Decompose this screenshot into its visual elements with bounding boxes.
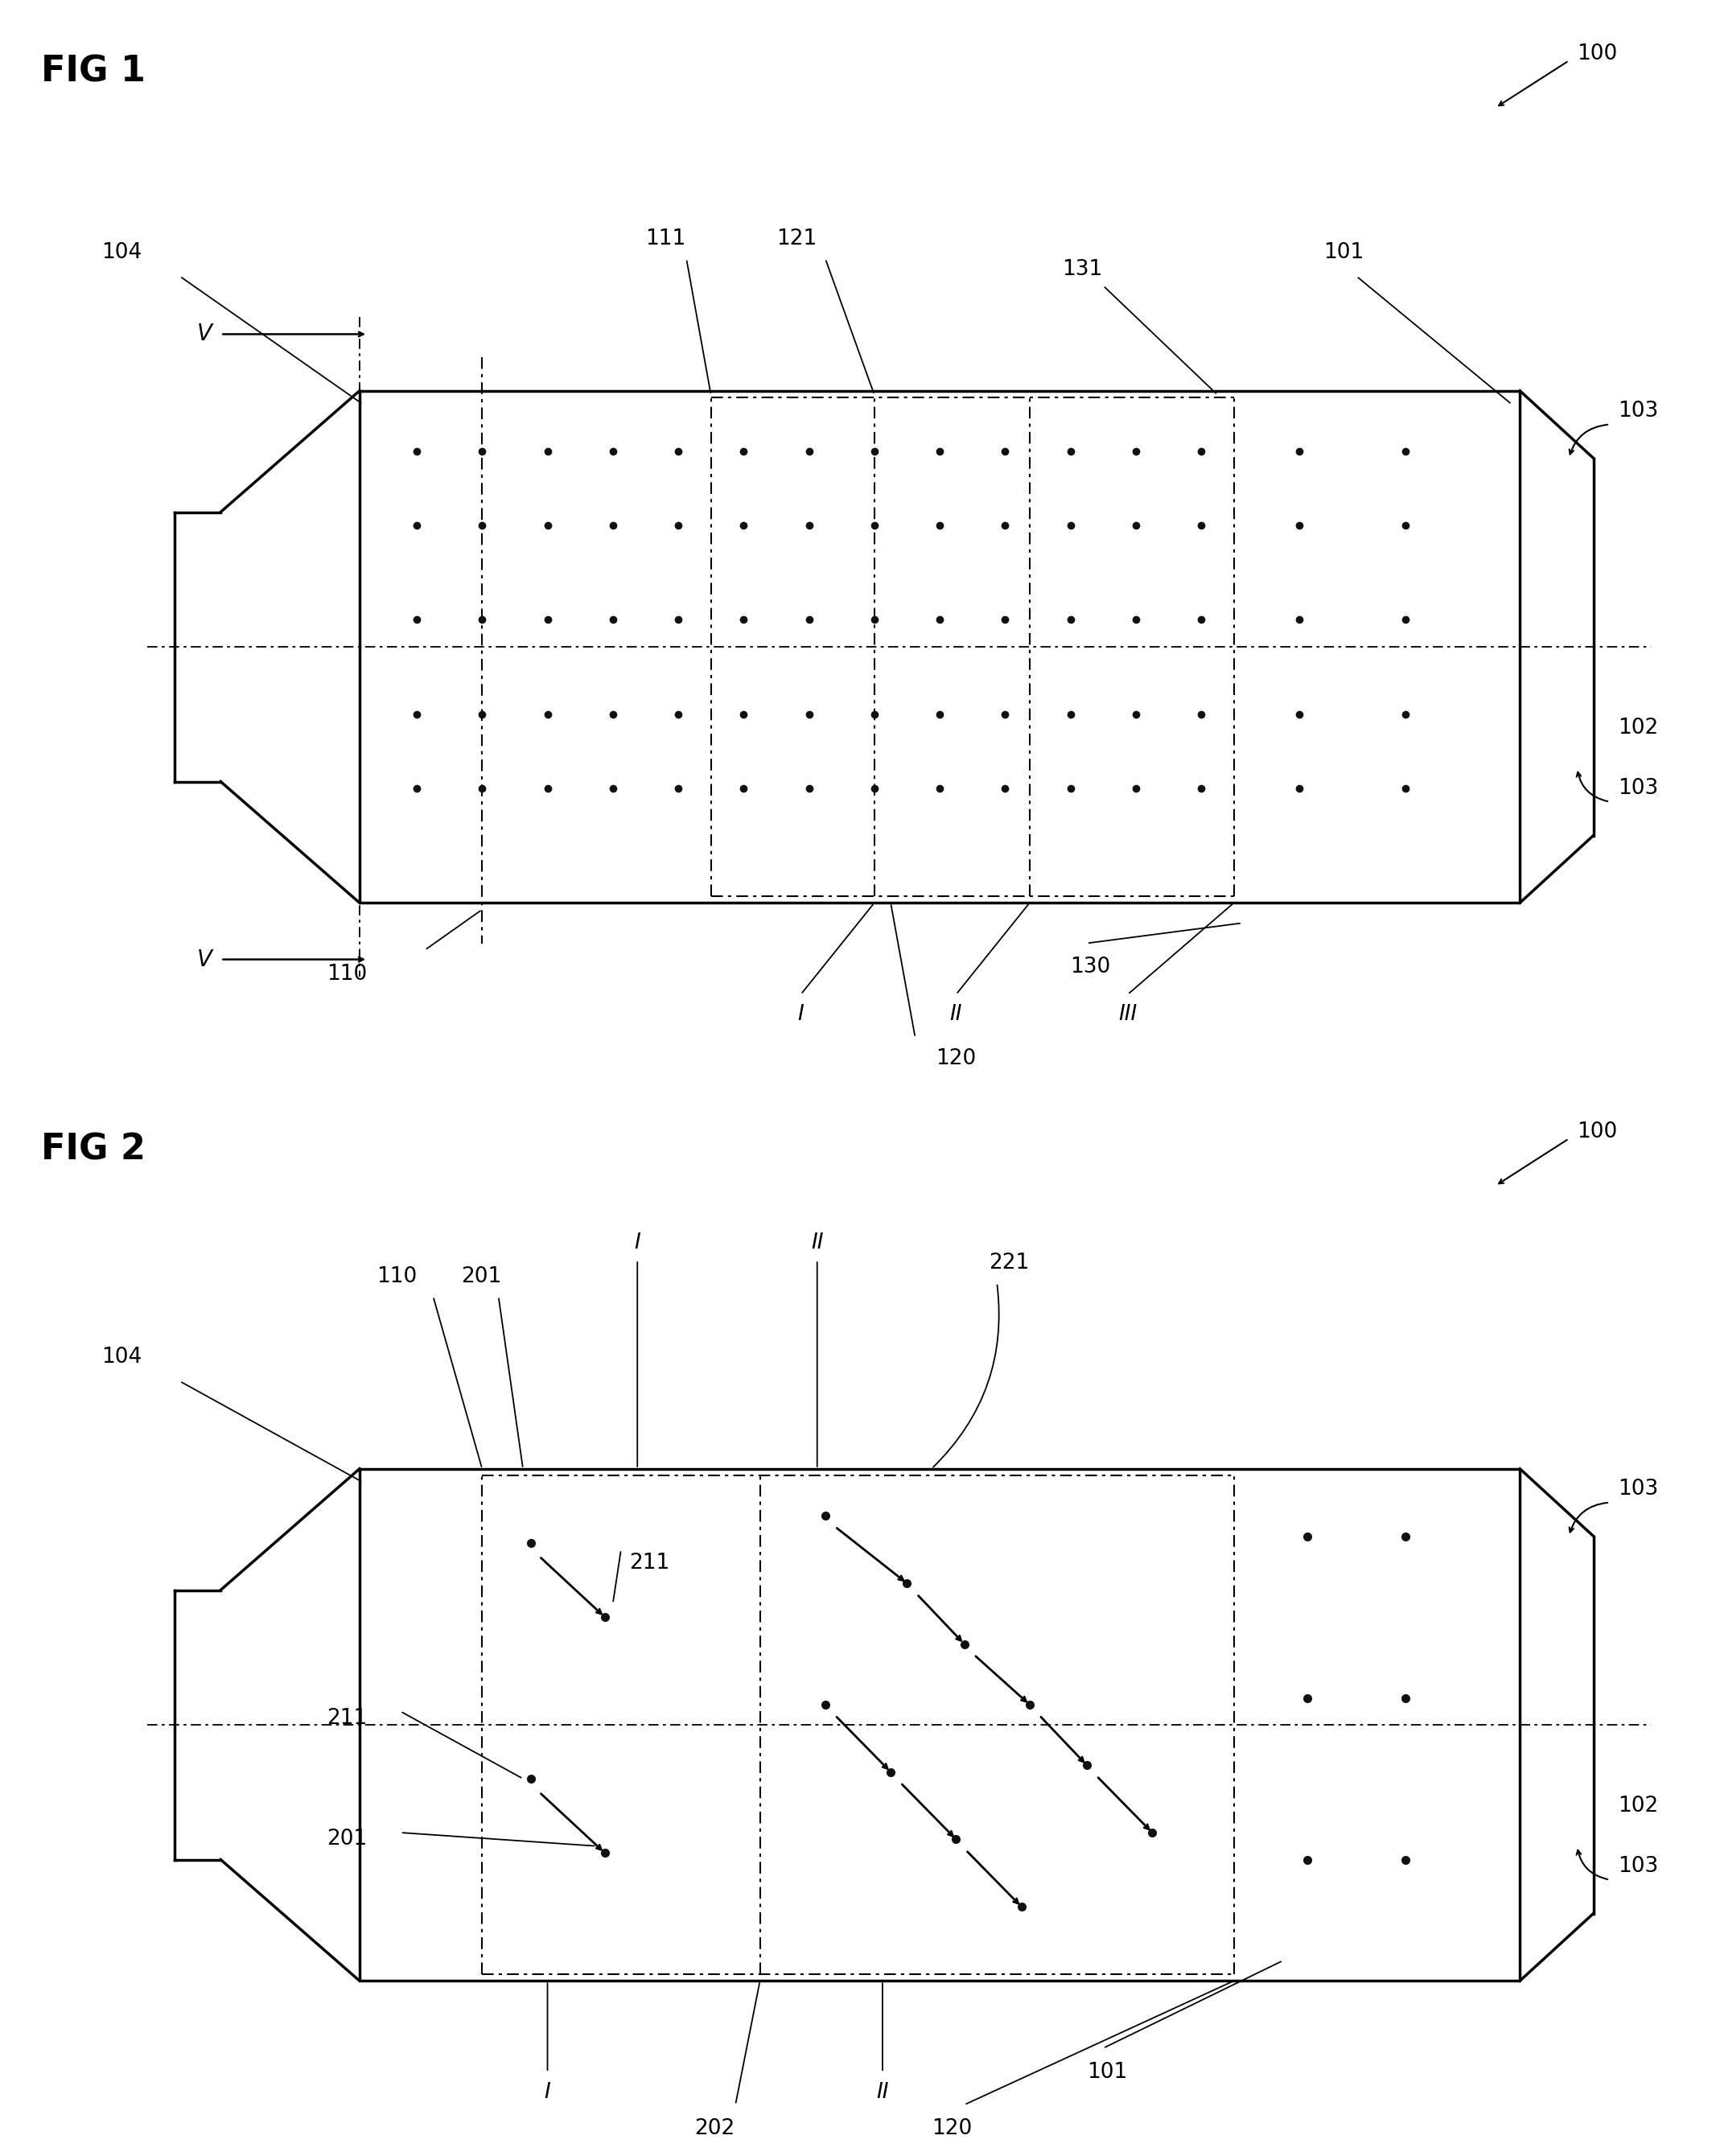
Text: 131: 131 bbox=[1062, 259, 1103, 280]
Text: FIG 1: FIG 1 bbox=[41, 54, 146, 88]
Text: I: I bbox=[544, 2083, 551, 2102]
Text: 102: 102 bbox=[1618, 1796, 1658, 1815]
Text: 103: 103 bbox=[1618, 778, 1658, 798]
Text: 201: 201 bbox=[462, 1266, 501, 1287]
Text: 120: 120 bbox=[932, 2117, 971, 2139]
Text: V: V bbox=[197, 949, 213, 970]
Text: 101: 101 bbox=[1086, 2061, 1127, 2083]
Text: II: II bbox=[812, 1233, 824, 1253]
Text: 103: 103 bbox=[1618, 1479, 1658, 1498]
Text: 104: 104 bbox=[101, 241, 142, 263]
Text: 121: 121 bbox=[776, 229, 817, 250]
Text: 101: 101 bbox=[1323, 241, 1364, 263]
Text: 130: 130 bbox=[1071, 957, 1110, 977]
Text: 102: 102 bbox=[1618, 718, 1658, 737]
Text: I: I bbox=[798, 1005, 803, 1024]
Text: II: II bbox=[951, 1005, 963, 1024]
Text: 211: 211 bbox=[326, 1708, 367, 1729]
Text: 201: 201 bbox=[326, 1828, 367, 1850]
Text: I: I bbox=[635, 1233, 640, 1253]
Text: 111: 111 bbox=[645, 229, 686, 250]
Text: FIG 2: FIG 2 bbox=[41, 1132, 146, 1166]
Text: 100: 100 bbox=[1577, 43, 1618, 65]
Text: 120: 120 bbox=[935, 1048, 976, 1069]
Text: 110: 110 bbox=[376, 1266, 417, 1287]
Text: 202: 202 bbox=[695, 2117, 734, 2139]
Text: 211: 211 bbox=[630, 1552, 669, 1574]
Text: II: II bbox=[877, 2083, 889, 2102]
Text: 103: 103 bbox=[1618, 1856, 1658, 1876]
Text: 100: 100 bbox=[1577, 1121, 1618, 1143]
Text: 104: 104 bbox=[101, 1348, 142, 1367]
Text: 103: 103 bbox=[1618, 401, 1658, 420]
Text: V: V bbox=[197, 323, 213, 345]
Text: III: III bbox=[1119, 1005, 1138, 1024]
Text: 221: 221 bbox=[988, 1253, 1030, 1274]
Text: 110: 110 bbox=[326, 964, 367, 985]
